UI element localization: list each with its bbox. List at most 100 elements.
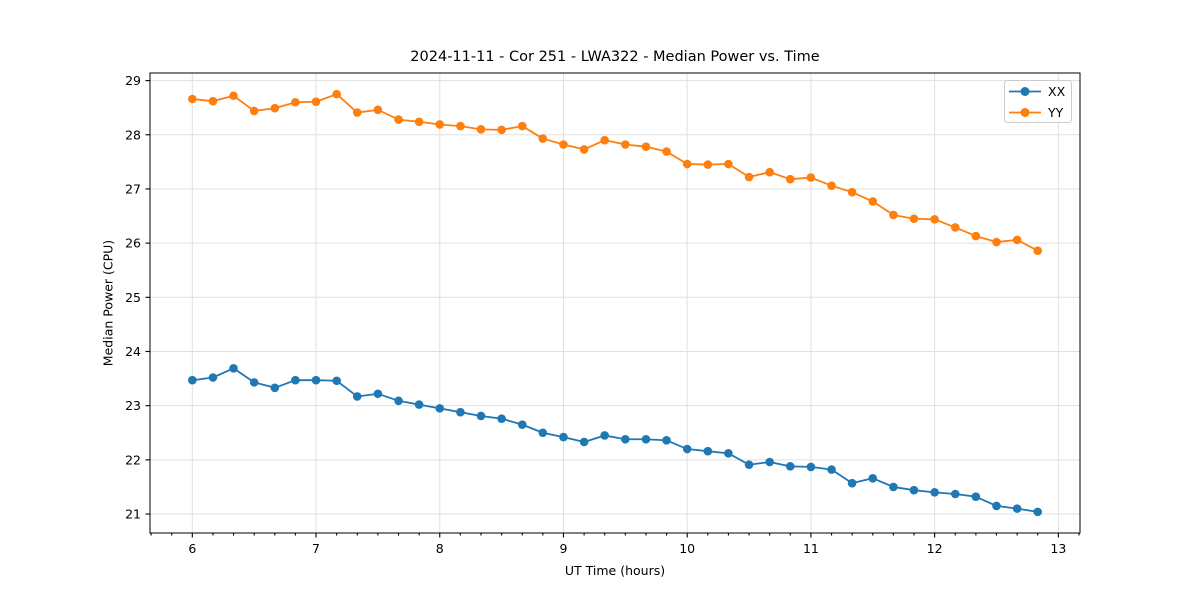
data-point [827,465,836,474]
data-point [621,140,630,149]
data-point [827,181,836,190]
data-point [662,436,671,445]
y-tick-label: 25 [125,290,141,305]
data-point [414,400,424,409]
data-point [785,462,795,471]
legend-label-xx: XX [1048,84,1066,99]
x-tick-label: 6 [188,541,196,556]
data-point [992,237,1001,247]
data-point [847,187,857,197]
data-point [476,411,486,421]
data-point [765,167,775,177]
data-point [868,197,878,206]
y-axis-label: Median Power (CPU) [100,239,116,367]
data-point [889,482,898,492]
data-point [641,142,651,151]
y-tick-label: 29 [125,73,141,88]
data-point [435,120,445,129]
legend-label-yy: YY [1047,105,1064,120]
data-point [559,432,568,442]
data-point [868,473,878,483]
data-point [909,485,919,495]
data-point [559,140,568,149]
data-point [992,501,1001,511]
data-point [249,106,259,116]
data-point [291,97,300,107]
data-point [621,434,630,444]
data-point [724,449,733,458]
axes-spines [149,72,1081,534]
data-point [930,214,939,224]
x-tick-label: 10 [679,541,695,556]
data-point [476,125,486,134]
data-point [971,492,981,502]
data-point [332,376,341,386]
x-axis-label: UT Time (hours) [564,563,666,578]
chart-title: 2024-11-11 - Cor 251 - LWA322 - Median P… [410,49,820,65]
data-point [188,94,197,104]
data-point [188,375,197,385]
data-point [208,96,218,106]
y-tick-label: 23 [125,398,141,413]
data-point [394,396,403,406]
data-point [1012,235,1022,245]
data-point [373,389,383,399]
data-point [579,437,589,447]
x-tick-label: 12 [927,541,943,556]
x-tick-label: 7 [312,541,320,556]
data-point [311,375,321,385]
data-point [909,214,919,224]
tick-labels: 6 7 8 9 10 11 12 13 21 22 23 24 25 26 27 28 29 [125,73,1066,556]
data-point [456,407,465,417]
data-point [1033,507,1042,517]
data-point [765,457,775,467]
data-point [744,460,754,470]
data-point [229,363,238,373]
data-point [724,159,733,169]
series-yy [188,89,1042,256]
ticks [145,80,1080,538]
data-point [744,172,754,182]
data-point [806,173,816,182]
y-tick-label: 24 [125,344,141,359]
data-point [249,378,259,387]
x-tick-label: 9 [559,541,567,556]
data-point [703,160,713,169]
data-point [291,375,300,385]
data-point [311,97,321,107]
data-point [352,108,362,117]
data-point [682,444,692,454]
data-point [538,134,548,143]
data-point [662,147,671,156]
data-point [785,174,795,184]
x-tick-label: 11 [803,541,819,556]
data-point [1033,246,1042,256]
data-point [208,373,218,382]
data-point [950,223,960,232]
data-point [394,115,403,124]
series-yy-line [191,93,1039,252]
data-point [971,231,981,241]
legend-marker-sample [1020,87,1030,96]
data-point [930,488,939,497]
data-point [889,210,898,220]
y-tick-label: 21 [125,507,141,522]
data-point [414,117,424,127]
data-point [270,103,280,113]
data-point [517,420,527,429]
data-point [538,428,548,438]
data-point [229,91,238,101]
x-tick-label: 13 [1050,541,1066,556]
data-point [682,159,692,169]
data-point [703,446,713,456]
data-point [950,489,960,499]
legend: XX YY [1004,80,1072,123]
data-point [806,462,816,472]
data-point [600,431,609,440]
data-point [497,414,506,423]
y-tick-label: 28 [125,127,141,142]
data-point [373,105,383,115]
gridlines [150,73,1080,533]
